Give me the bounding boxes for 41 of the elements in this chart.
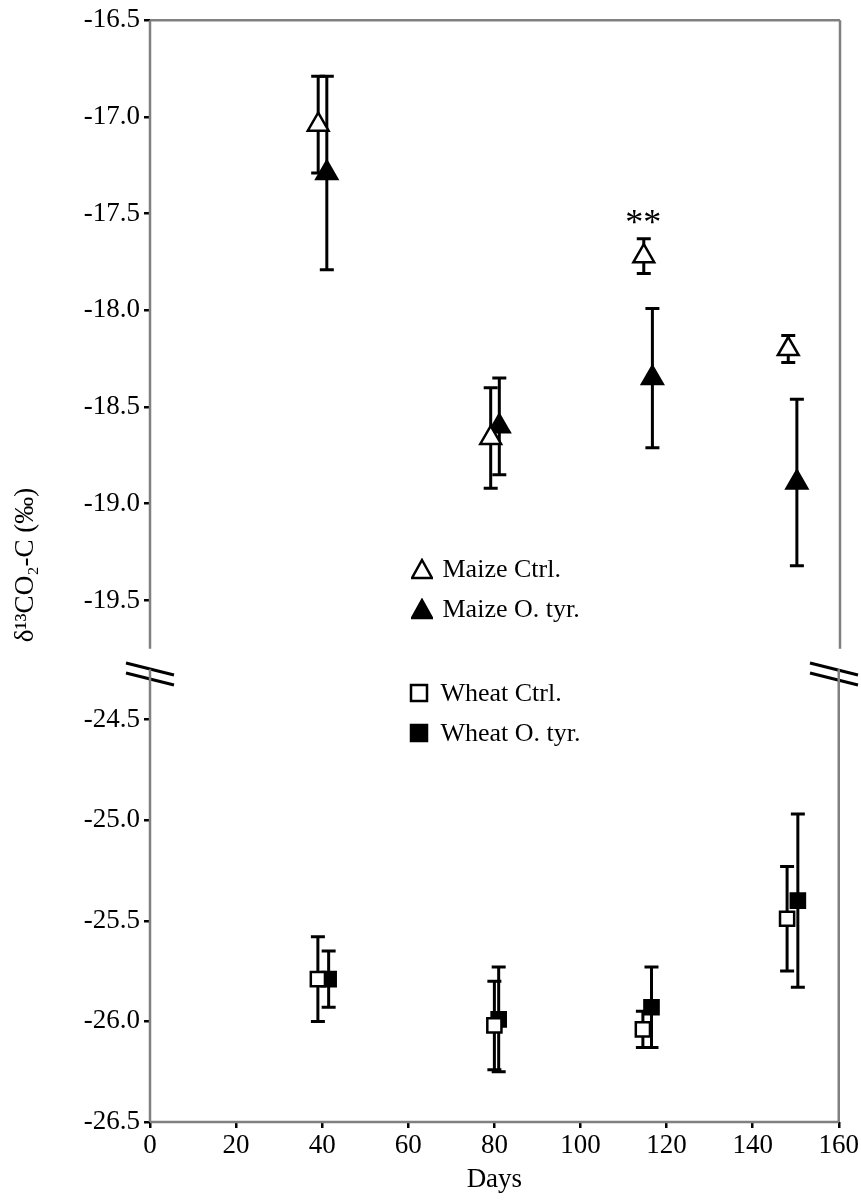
y-tick-label: -17.0 xyxy=(83,100,140,130)
y-tick-label: -19.0 xyxy=(83,486,140,517)
point xyxy=(789,892,807,909)
x-tick-label: 20 xyxy=(222,1129,250,1160)
x-tick-label: 100 xyxy=(560,1129,601,1160)
y-tick-label: -25.0 xyxy=(83,803,140,834)
point xyxy=(634,1021,652,1038)
x-tick-label: 140 xyxy=(732,1129,773,1160)
point xyxy=(315,159,339,181)
point xyxy=(486,1017,503,1034)
y-tick-label: -19.5 xyxy=(83,583,140,614)
x-tick-label: 0 xyxy=(143,1129,157,1160)
y-tick-label: -26.5 xyxy=(83,1105,140,1136)
point xyxy=(778,910,796,928)
y-tick-label: -18.0 xyxy=(83,293,140,324)
legend-label: Maize O. tyr. xyxy=(442,593,580,624)
legend-label: Maize Ctrl. xyxy=(442,553,561,584)
x-tick-label: 120 xyxy=(646,1129,687,1160)
y-tick-label: -16.5 xyxy=(83,3,140,34)
y-tick-label: -17.5 xyxy=(83,196,140,227)
point xyxy=(640,364,665,386)
point xyxy=(306,111,330,132)
x-tick-label: 160 xyxy=(818,1129,859,1160)
x-tick-label: 40 xyxy=(308,1129,336,1160)
point xyxy=(776,335,800,357)
x-tick-label: 60 xyxy=(394,1129,422,1160)
point xyxy=(309,970,327,988)
y-tick-label: -26.0 xyxy=(83,1004,140,1035)
y-tick-label: -24.5 xyxy=(83,702,140,733)
x-axis-title: Days xyxy=(466,1162,523,1193)
point xyxy=(785,469,809,490)
y-tick-label: -25.5 xyxy=(83,903,140,934)
legend-label: Wheat Ctrl. xyxy=(440,678,562,709)
y-tick-label: -18.5 xyxy=(83,390,140,421)
point xyxy=(479,424,503,446)
legend-label: Wheat O. tyr. xyxy=(440,718,581,749)
point xyxy=(632,242,656,264)
x-tick-label: 80 xyxy=(480,1129,508,1160)
y-axis-title: δ¹³CO₂-C (‰) xyxy=(8,487,40,643)
annotation: ** xyxy=(625,201,662,242)
point xyxy=(643,998,660,1016)
